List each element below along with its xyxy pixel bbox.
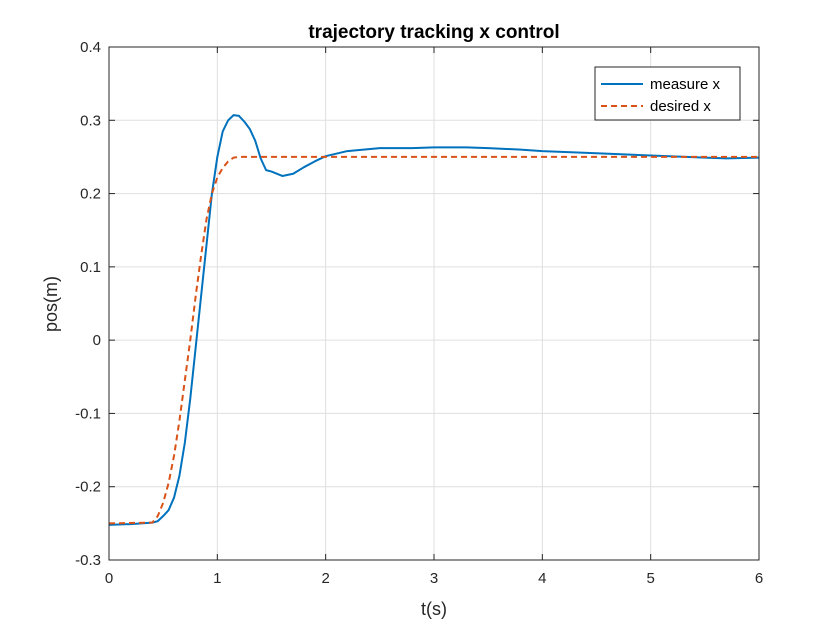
x-tick-label: 4 [538, 570, 546, 587]
legend-box [594, 66, 741, 121]
x-tick-label: 0 [105, 570, 113, 587]
x-tick-label: 1 [213, 570, 221, 587]
y-tick-label: -0.3 [75, 552, 101, 569]
y-tick-label: 0.1 [80, 259, 101, 276]
x-tick-label: 5 [646, 570, 654, 587]
y-axis-label: pos(m) [41, 276, 61, 332]
x-axis-label: t(s) [421, 599, 447, 619]
x-tick-label: 3 [430, 570, 438, 587]
series-line-desired-x [108, 155, 759, 525]
series-layer [108, 114, 760, 526]
y-tick-label: 0.2 [80, 186, 101, 203]
legend: measure x desired x [594, 66, 741, 121]
grid [109, 47, 759, 560]
x-tick-label: 2 [321, 570, 329, 587]
legend-label-measure-x: measure x [650, 76, 721, 93]
y-tick-label: -0.1 [75, 405, 101, 422]
x-tick-label: 6 [755, 570, 763, 587]
y-tick-label: 0 [93, 332, 101, 349]
legend-label-desired-x: desired x [650, 98, 711, 115]
series-line-measure-x [108, 114, 760, 526]
chart-title: trajectory tracking x control [308, 22, 559, 43]
y-tick-label: 0.3 [80, 112, 101, 129]
ticks [108, 46, 760, 561]
y-tick-label: -0.2 [75, 479, 101, 496]
y-tick-label: 0.4 [80, 39, 101, 56]
y-tick-labels: 0.4 0.3 0.2 0.1 0 -0.1 -0.2 -0.3 [75, 39, 101, 569]
x-tick-labels: 0 1 2 3 4 5 6 [105, 570, 763, 587]
